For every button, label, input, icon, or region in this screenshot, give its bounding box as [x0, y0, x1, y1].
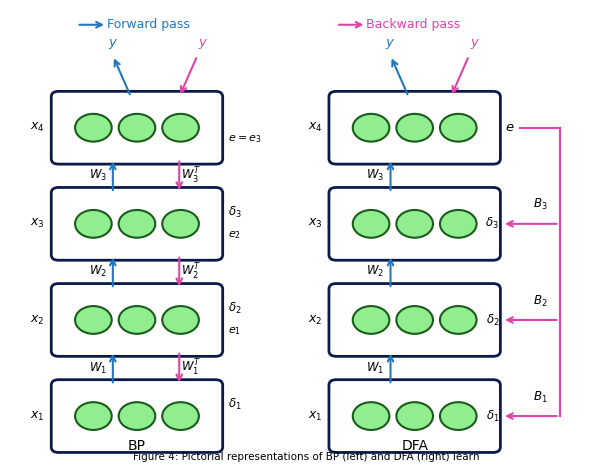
- Circle shape: [397, 114, 433, 142]
- Text: Forward pass: Forward pass: [106, 18, 190, 31]
- FancyBboxPatch shape: [329, 187, 501, 260]
- Text: $x_2$: $x_2$: [30, 314, 45, 327]
- Text: $\delta_1$: $\delta_1$: [228, 397, 241, 412]
- Text: $e_1$: $e_1$: [228, 325, 241, 337]
- Circle shape: [75, 114, 111, 142]
- FancyBboxPatch shape: [51, 284, 223, 356]
- Circle shape: [162, 402, 199, 430]
- Circle shape: [353, 210, 389, 238]
- Text: $W_2^T$: $W_2^T$: [181, 262, 201, 282]
- Text: $y$: $y$: [108, 37, 118, 51]
- FancyBboxPatch shape: [329, 284, 501, 356]
- Text: $W_1^T$: $W_1^T$: [181, 358, 201, 378]
- Text: $W_3$: $W_3$: [367, 168, 384, 183]
- Text: $W_1$: $W_1$: [367, 361, 384, 376]
- Text: $B_3$: $B_3$: [532, 197, 547, 212]
- Text: $W_2$: $W_2$: [89, 264, 106, 280]
- Circle shape: [119, 114, 155, 142]
- Text: Figure 4: Pictorial representations of BP (left) and DFA (right) learn: Figure 4: Pictorial representations of B…: [133, 452, 479, 462]
- Text: $y$: $y$: [386, 37, 396, 51]
- Circle shape: [75, 402, 111, 430]
- Text: $B_1$: $B_1$: [532, 390, 547, 404]
- Text: $W_3^T$: $W_3^T$: [181, 166, 201, 186]
- Text: $x_3$: $x_3$: [308, 217, 323, 230]
- Text: Backward pass: Backward pass: [367, 18, 460, 31]
- Circle shape: [162, 114, 199, 142]
- Text: $W_1$: $W_1$: [89, 361, 106, 376]
- FancyBboxPatch shape: [329, 91, 501, 164]
- Text: $\delta_1$: $\delta_1$: [485, 409, 499, 424]
- Text: $e_2$: $e_2$: [228, 229, 241, 241]
- Circle shape: [397, 402, 433, 430]
- Text: $W_3$: $W_3$: [89, 168, 107, 183]
- FancyBboxPatch shape: [51, 91, 223, 164]
- Circle shape: [119, 306, 155, 334]
- Text: $x_2$: $x_2$: [308, 314, 323, 327]
- Circle shape: [162, 306, 199, 334]
- Text: $W_2$: $W_2$: [367, 264, 384, 280]
- Text: $x_4$: $x_4$: [308, 121, 323, 134]
- Text: BP: BP: [128, 439, 146, 452]
- Text: $B_2$: $B_2$: [532, 294, 547, 308]
- Circle shape: [75, 306, 111, 334]
- Text: $x_1$: $x_1$: [308, 410, 323, 423]
- Circle shape: [162, 210, 199, 238]
- Circle shape: [75, 210, 111, 238]
- Circle shape: [397, 306, 433, 334]
- Circle shape: [440, 114, 477, 142]
- Circle shape: [119, 210, 155, 238]
- Text: $e = e_3$: $e = e_3$: [228, 133, 261, 145]
- FancyBboxPatch shape: [51, 187, 223, 260]
- Text: $\delta_3$: $\delta_3$: [485, 216, 499, 232]
- FancyBboxPatch shape: [51, 380, 223, 452]
- Text: $e$: $e$: [506, 121, 515, 134]
- FancyBboxPatch shape: [329, 380, 501, 452]
- Text: $x_3$: $x_3$: [30, 217, 45, 230]
- Text: $y$: $y$: [470, 37, 480, 51]
- Text: $x_4$: $x_4$: [30, 121, 45, 134]
- Circle shape: [440, 402, 477, 430]
- Text: $y$: $y$: [198, 37, 209, 51]
- Circle shape: [353, 306, 389, 334]
- Circle shape: [353, 114, 389, 142]
- Circle shape: [353, 402, 389, 430]
- Text: $\delta_2$: $\delta_2$: [228, 301, 241, 316]
- Text: $x_1$: $x_1$: [30, 410, 45, 423]
- Circle shape: [397, 210, 433, 238]
- Circle shape: [119, 402, 155, 430]
- Text: $\delta_3$: $\delta_3$: [228, 205, 241, 220]
- Circle shape: [440, 306, 477, 334]
- Text: DFA: DFA: [401, 439, 428, 452]
- Circle shape: [440, 210, 477, 238]
- Text: $\delta_2$: $\delta_2$: [485, 312, 499, 328]
